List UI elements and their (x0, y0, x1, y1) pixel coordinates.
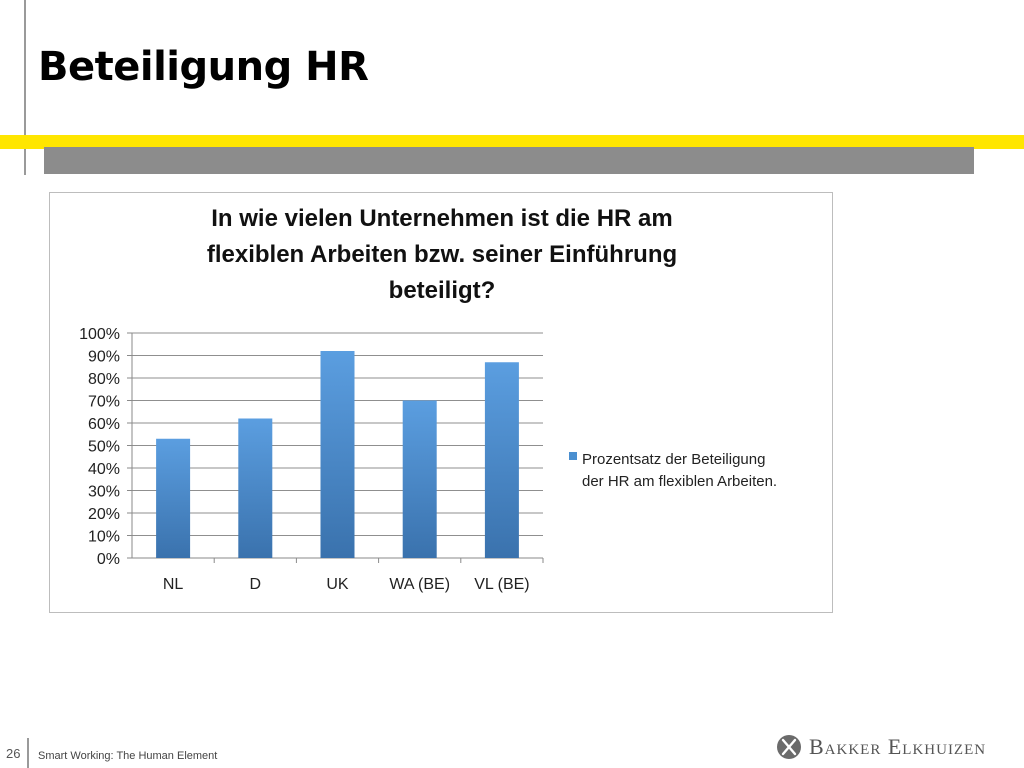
accent-band-gray (44, 147, 974, 174)
y-tick-label: 100% (79, 326, 120, 343)
y-tick-label: 50% (88, 439, 120, 456)
legend-label: der HR am flexiblen Arbeiten. (582, 473, 777, 490)
y-tick-label: 80% (88, 371, 120, 388)
bar (320, 351, 355, 558)
chart-title: In wie vielen Unternehmen ist die HR am … (50, 201, 834, 309)
chart-title-line: beteiligt? (388, 277, 496, 304)
brand-name: Bakker Elkhuizen (809, 734, 987, 759)
x-tick-label: UK (326, 576, 349, 593)
accent-band-yellow (0, 135, 1024, 149)
bar (484, 362, 519, 558)
left-vertical-rule (24, 0, 26, 175)
bar (238, 418, 273, 558)
y-tick-label: 70% (88, 394, 120, 411)
page-number: 26 (6, 746, 21, 761)
bar-chart: 0% 10% 20% 30% 40% 50% 60% 70% 80% 90% 100% NL D UK WA… (79, 326, 777, 593)
y-tick-label: 10% (88, 529, 120, 546)
x-tick-label: VL (BE) (474, 576, 529, 593)
x-tick-label: NL (163, 576, 184, 593)
legend-label: Prozentsatz der Beteiligung (582, 451, 765, 468)
brand-mark-icon (777, 735, 801, 759)
footer-text: Smart Working: The Human Element (38, 750, 218, 762)
y-tick-label: 60% (88, 416, 120, 433)
x-tick-label: D (250, 576, 262, 593)
legend-swatch (569, 452, 577, 460)
chart-title-line: flexiblen Arbeiten bzw. seiner Einführun… (206, 241, 678, 268)
chart-title-line: In wie vielen Unternehmen ist die HR am (211, 205, 673, 232)
y-tick-label: 90% (88, 349, 120, 366)
y-tick-label: 0% (97, 551, 120, 568)
footer-rule (27, 738, 29, 768)
bar (402, 400, 437, 558)
brand-logo-block: Bakker Elkhuizen (776, 733, 986, 761)
y-tick-label: 30% (88, 484, 120, 501)
bar (156, 438, 191, 558)
chart-frame: In wie vielen Unternehmen ist die HR am … (49, 192, 833, 613)
y-tick-label: 40% (88, 461, 120, 478)
y-tick-label: 20% (88, 506, 120, 523)
slide-title: Beteiligung HR (38, 44, 369, 90)
x-tick-label: WA (BE) (389, 576, 450, 593)
